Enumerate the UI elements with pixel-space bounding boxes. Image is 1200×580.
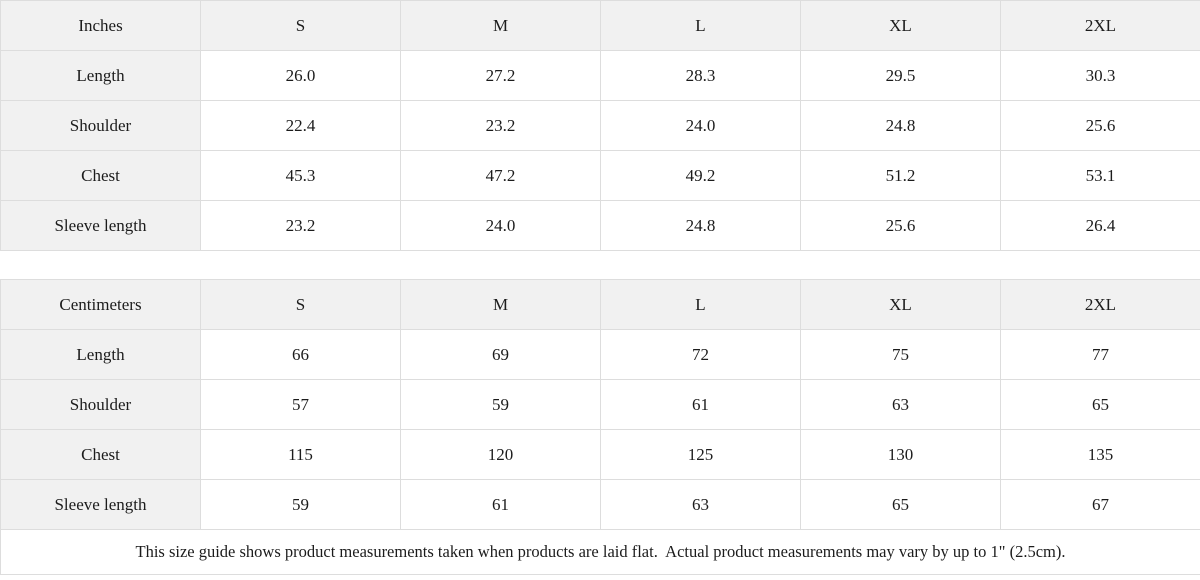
size-value-cell: 25.6 (1000, 100, 1200, 151)
size-value-cell: 69 (400, 329, 601, 380)
size-value-cell: 26.4 (1000, 200, 1200, 251)
size-value-cell: 53.1 (1000, 150, 1200, 201)
size-column-header: L (600, 279, 801, 330)
size-column-header: M (400, 279, 601, 330)
size-value-cell: 24.0 (600, 100, 801, 151)
size-value-cell: 130 (800, 429, 1001, 480)
size-value-cell: 24.8 (800, 100, 1001, 151)
table-row: Chest 45.3 47.2 49.2 51.2 53.1 (0, 150, 1200, 201)
size-value-cell: 120 (400, 429, 601, 480)
size-column-header: XL (800, 0, 1001, 51)
size-value-cell: 75 (800, 329, 1001, 380)
footer-note-row: This size guide shows product measuremen… (0, 529, 1200, 575)
row-label: Sleeve length (0, 479, 201, 530)
size-column-header: S (200, 279, 401, 330)
size-value-cell: 63 (800, 379, 1001, 430)
spacer-cell (0, 250, 1200, 280)
size-value-cell: 61 (600, 379, 801, 430)
spacer-row (0, 250, 1200, 280)
size-value-cell: 135 (1000, 429, 1200, 480)
size-value-cell: 72 (600, 329, 801, 380)
size-value-cell: 67 (1000, 479, 1200, 530)
size-value-cell: 63 (600, 479, 801, 530)
size-value-cell: 66 (200, 329, 401, 380)
table-row: Shoulder 57 59 61 63 65 (0, 379, 1200, 430)
size-value-cell: 61 (400, 479, 601, 530)
size-column-header: XL (800, 279, 1001, 330)
size-value-cell: 23.2 (200, 200, 401, 251)
size-column-header: 2XL (1000, 0, 1200, 51)
size-value-cell: 51.2 (800, 150, 1001, 201)
row-label: Chest (0, 429, 201, 480)
size-column-header: S (200, 0, 401, 51)
row-label: Shoulder (0, 379, 201, 430)
row-label: Shoulder (0, 100, 201, 151)
row-label: Sleeve length (0, 200, 201, 251)
size-value-cell: 45.3 (200, 150, 401, 201)
size-column-header: 2XL (1000, 279, 1200, 330)
table-row: Sleeve length 59 61 63 65 67 (0, 479, 1200, 530)
size-value-cell: 29.5 (800, 50, 1001, 101)
inches-header-row: Inches S M L XL 2XL (0, 0, 1200, 51)
size-value-cell: 25.6 (800, 200, 1001, 251)
centimeters-header-row: Centimeters S M L XL 2XL (0, 279, 1200, 330)
size-value-cell: 65 (800, 479, 1001, 530)
unit-header-inches: Inches (0, 0, 201, 51)
size-value-cell: 77 (1000, 329, 1200, 380)
size-value-cell: 22.4 (200, 100, 401, 151)
row-label: Length (0, 329, 201, 380)
size-value-cell: 23.2 (400, 100, 601, 151)
size-value-cell: 115 (200, 429, 401, 480)
table-row: Chest 115 120 125 130 135 (0, 429, 1200, 480)
size-value-cell: 57 (200, 379, 401, 430)
size-value-cell: 26.0 (200, 50, 401, 101)
size-value-cell: 27.2 (400, 50, 601, 101)
size-value-cell: 30.3 (1000, 50, 1200, 101)
size-value-cell: 24.8 (600, 200, 801, 251)
row-label: Length (0, 50, 201, 101)
size-value-cell: 49.2 (600, 150, 801, 201)
unit-header-centimeters: Centimeters (0, 279, 201, 330)
size-column-header: M (400, 0, 601, 51)
size-value-cell: 59 (400, 379, 601, 430)
table-row: Shoulder 22.4 23.2 24.0 24.8 25.6 (0, 100, 1200, 151)
size-column-header: L (600, 0, 801, 51)
size-value-cell: 65 (1000, 379, 1200, 430)
size-value-cell: 125 (600, 429, 801, 480)
row-label: Chest (0, 150, 201, 201)
size-value-cell: 59 (200, 479, 401, 530)
table-row: Length 26.0 27.2 28.3 29.5 30.3 (0, 50, 1200, 101)
size-value-cell: 24.0 (400, 200, 601, 251)
table-row: Length 66 69 72 75 77 (0, 329, 1200, 380)
size-value-cell: 28.3 (600, 50, 801, 101)
size-guide-note: This size guide shows product measuremen… (0, 529, 1200, 575)
size-value-cell: 47.2 (400, 150, 601, 201)
table-row: Sleeve length 23.2 24.0 24.8 25.6 26.4 (0, 200, 1200, 251)
